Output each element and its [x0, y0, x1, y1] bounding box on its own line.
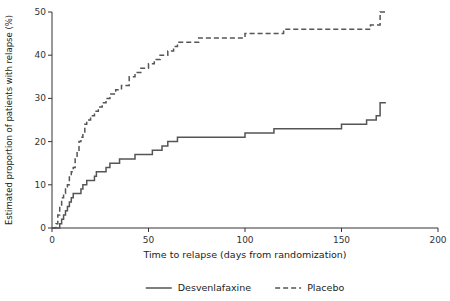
y-tick-label: 0 [40, 223, 46, 233]
y-tick [48, 141, 52, 142]
legend-swatch [146, 287, 172, 289]
y-tick [48, 228, 52, 229]
x-tick [438, 228, 439, 232]
x-tick [148, 228, 149, 232]
step-line [52, 12, 386, 228]
y-tick-label: 30 [35, 93, 47, 103]
y-tick [48, 12, 52, 13]
legend-label: Placebo [307, 282, 344, 293]
step-line [52, 103, 386, 228]
legend-label: Desvenlafaxine [178, 282, 252, 293]
x-tick-label: 100 [236, 235, 253, 245]
y-tick [48, 55, 52, 56]
y-tick [48, 184, 52, 185]
x-axis-label: Time to relapse (days from randomization… [142, 249, 346, 260]
legend-item: Placebo [275, 282, 344, 293]
plot-area [52, 12, 386, 228]
y-axis-line [52, 12, 53, 228]
x-tick-label: 200 [429, 235, 446, 245]
x-tick [341, 228, 342, 232]
x-tick [245, 228, 246, 232]
y-axis-label: Estimated proportion of patients with re… [4, 15, 14, 225]
y-tick-label: 10 [35, 180, 47, 190]
x-tick-label: 0 [49, 235, 55, 245]
y-tick-label: 50 [35, 7, 47, 17]
y-tick-label: 20 [35, 137, 47, 147]
y-tick [48, 98, 52, 99]
legend-swatch [275, 287, 301, 289]
legend-item: Desvenlafaxine [146, 282, 252, 293]
chart: 0 50 100 150 200 0 10 20 30 40 50 Time to relapse (… [0, 0, 450, 301]
legend: Desvenlafaxine Placebo [146, 282, 345, 293]
x-tick-label: 150 [333, 235, 350, 245]
x-tick-label: 50 [143, 235, 155, 245]
y-tick-label: 40 [35, 50, 47, 60]
